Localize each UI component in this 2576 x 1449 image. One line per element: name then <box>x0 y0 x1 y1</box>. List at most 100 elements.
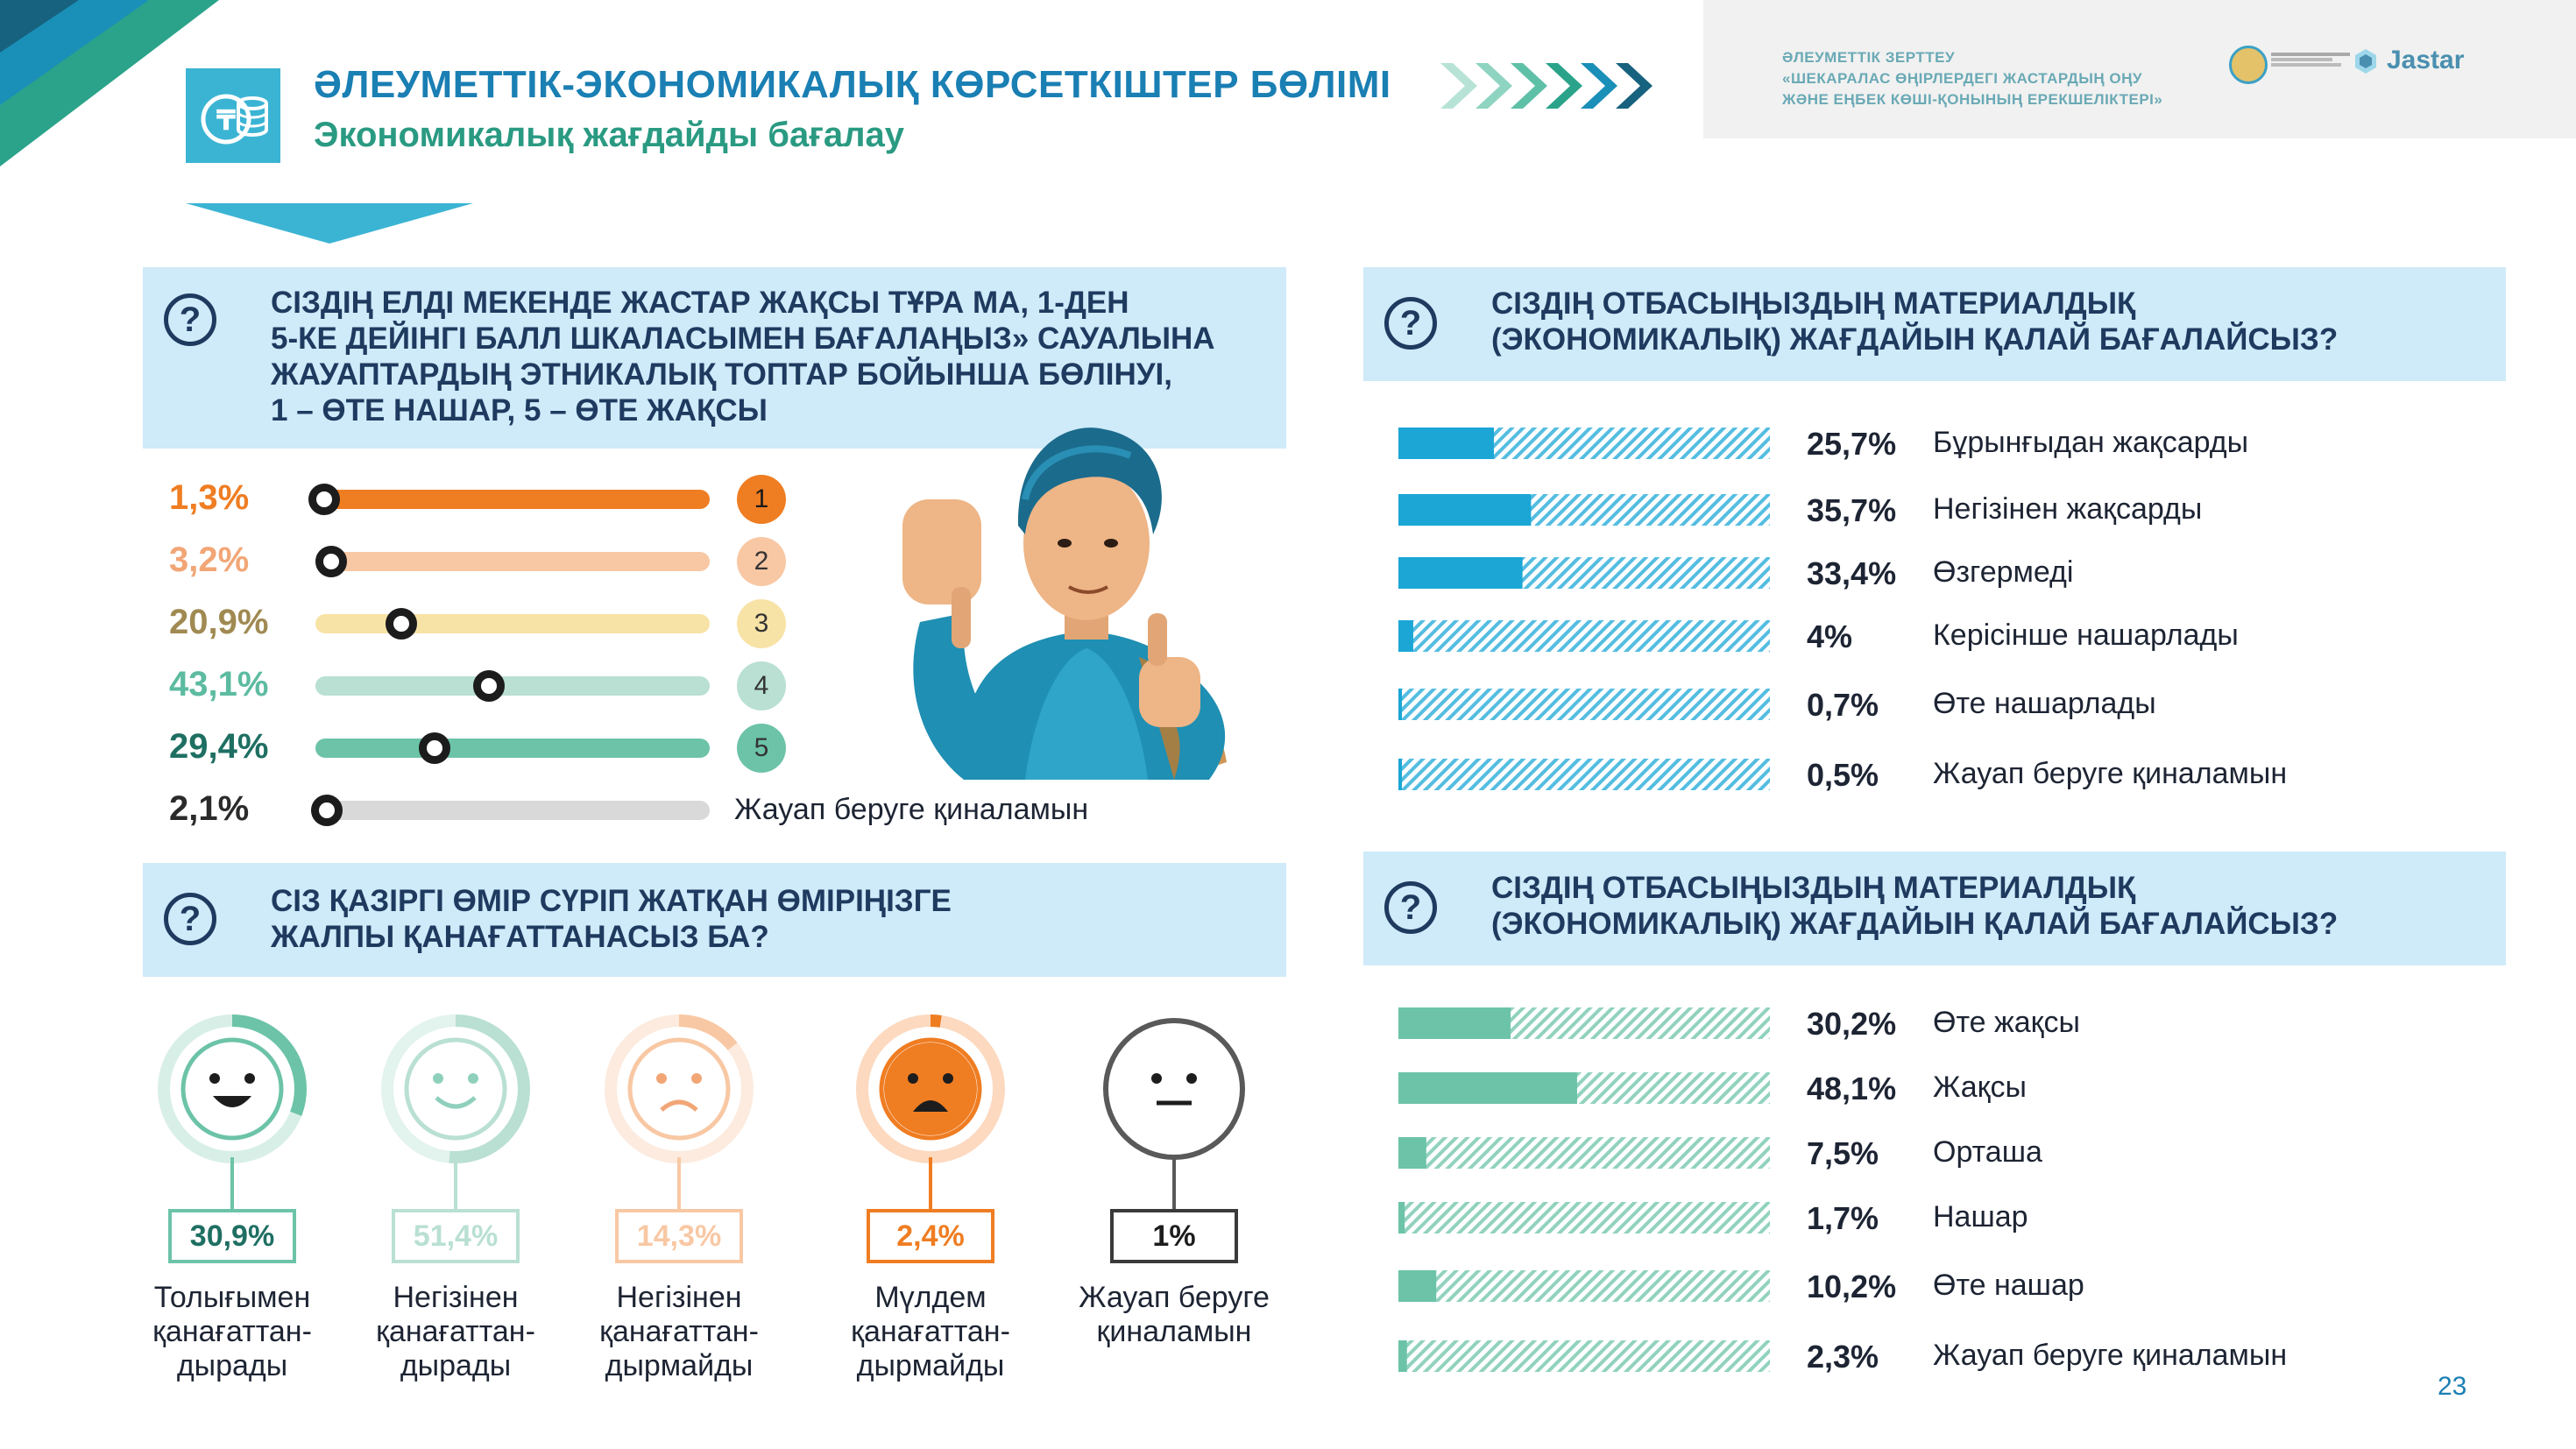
chevrons-decoration <box>1440 63 1652 109</box>
face-eye <box>943 1073 953 1084</box>
slider-knob <box>386 608 418 640</box>
bar-value-label: 0,7% <box>1807 687 1879 723</box>
question-2-line-1: СІЗДІҢ ОТБАСЫҢЫЗДЫҢ МАТЕРИАЛДЫҚ <box>1491 286 2136 321</box>
bar-value-label: 0,5% <box>1807 757 1879 793</box>
face-eye <box>433 1073 443 1084</box>
study-title-line-2: ЖӘНЕ ЕҢБЕК КӨШІ-ҚОНЫНЫҢ ЕРЕКШЕЛІКТЕРІ» <box>1782 91 2163 108</box>
bar-category-label: Орташа <box>1933 1135 2042 1169</box>
mood-face-neutral <box>1103 1018 1245 1160</box>
mood-face-very-sad <box>856 1014 1005 1163</box>
slider-category-label: Жауап беруге қиналамын <box>734 793 1089 826</box>
face-eye <box>1186 1073 1197 1084</box>
question-4-title: СІЗДІҢ ОТБАСЫҢЫЗДЫҢ МАТЕРИАЛДЫҚ (ЭКОНОМИ… <box>1491 870 2338 942</box>
bar-hatch <box>1398 620 1770 652</box>
bar-category-label: Негізінен жақсарды <box>1933 492 2203 526</box>
face-outline <box>627 1037 731 1141</box>
bar-track <box>1398 1340 1770 1372</box>
bar-value-label: 2,3% <box>1807 1339 1879 1375</box>
face-mouth <box>660 1099 698 1112</box>
value-box: 1% <box>1110 1209 1238 1263</box>
connector-line <box>1172 1157 1176 1210</box>
mood-face-happy <box>381 1014 530 1163</box>
bar-value-label: 30,2% <box>1807 1006 1897 1042</box>
bar-category-label: Жақсы <box>1933 1071 2027 1104</box>
face-category-label: Мүлдем қанағаттан-дырмайды <box>851 1281 1010 1382</box>
face-category-label: Негізінен қанағаттан-дырады <box>376 1281 535 1382</box>
question-icon: ? <box>164 293 216 346</box>
bar-value-label: 4% <box>1807 618 1853 654</box>
face-outline <box>1103 1018 1245 1160</box>
face-outline <box>879 1037 982 1141</box>
question-icon: ? <box>164 893 216 945</box>
bar-hatch <box>1398 759 1770 790</box>
question-1-line-3: ЖАУАПТАРДЫҢ ЭТНИКАЛЫҚ ТОПТАР БОЙЫНША БӨЛ… <box>271 357 1172 392</box>
rating-number-circle: 4 <box>737 661 786 710</box>
corner-decoration <box>0 0 219 166</box>
bar <box>1398 1007 1511 1039</box>
question-icon: ? <box>1384 881 1437 934</box>
bar-hatch <box>1398 1137 1770 1169</box>
face-category-label: Толығымен қанағаттан-дырады <box>152 1281 312 1382</box>
bar-track <box>1398 1072 1770 1104</box>
question-3-line-2: ЖАЛПЫ ҚАНАҒАТТАНАСЫЗ БА? <box>271 920 769 954</box>
slider-knob <box>419 732 451 764</box>
bar <box>1398 620 1413 652</box>
bar <box>1398 689 1402 720</box>
slider-track <box>315 490 710 509</box>
emblem-icon <box>2229 46 2268 84</box>
question-3-title: СІЗ ҚАЗІРГІ ӨМІР СҮРІП ЖАТҚАН ӨМІРІҢІЗГЕ… <box>271 883 952 955</box>
question-panel-3: ? СІЗ ҚАЗІРГІ ӨМІР СҮРІП ЖАТҚАН ӨМІРІҢІЗ… <box>143 863 1286 977</box>
bar-value-label: 25,7% <box>1807 426 1897 462</box>
bar-category-label: Керісінше нашарлады <box>1933 618 2239 652</box>
slider-track <box>315 676 710 696</box>
ministry-logo <box>2271 51 2367 68</box>
face-eye <box>691 1073 702 1084</box>
face-fill <box>884 1043 977 1135</box>
bar-hatch <box>1398 428 1770 459</box>
rating-number-circle: 5 <box>737 724 786 773</box>
bar-value-label: 7,5% <box>1807 1135 1879 1171</box>
slider-track <box>315 739 710 758</box>
bar-track <box>1398 689 1770 720</box>
slider-track <box>315 552 710 571</box>
question-4-line-1: СІЗДІҢ ОТБАСЫҢЫЗДЫҢ МАТЕРИАЛДЫҚ <box>1491 871 2136 905</box>
face-eye <box>656 1073 667 1084</box>
gauge-arc <box>856 1014 1005 1163</box>
bar <box>1398 1340 1407 1372</box>
bar <box>1398 1072 1577 1104</box>
question-2-title: СІЗДІҢ ОТБАСЫҢЫЗДЫҢ МАТЕРИАЛДЫҚ (ЭКОНОМИ… <box>1491 286 2338 357</box>
face-eye <box>1151 1073 1162 1084</box>
face-outline <box>180 1037 284 1141</box>
gauge-arc <box>158 1014 307 1163</box>
face-eye <box>908 1073 918 1084</box>
bar-category-label: Өзгермеді <box>1933 555 2074 589</box>
bar-hatch <box>1398 1072 1770 1104</box>
question-panel-4: ? СІЗДІҢ ОТБАСЫҢЫЗДЫҢ МАТЕРИАЛДЫҚ (ЭКОНО… <box>1363 852 2506 965</box>
gauge-arc <box>605 1014 754 1163</box>
bar-track <box>1398 494 1770 526</box>
bar-track <box>1398 1137 1770 1169</box>
face-mouth <box>913 1100 948 1112</box>
bar <box>1398 759 1402 790</box>
bar <box>1398 1137 1426 1169</box>
bar-track <box>1398 759 1770 790</box>
bar-hatch <box>1398 1270 1770 1302</box>
question-1-title: СІЗДІҢ ЕЛДІ МЕКЕНДЕ ЖАСТАР ЖАҚСЫ ТҰРА МА… <box>271 285 1215 428</box>
bar-category-label: Нашар <box>1933 1200 2028 1233</box>
triangle-decoration <box>186 203 473 244</box>
face-eye <box>468 1073 478 1084</box>
connector-line <box>929 1157 932 1210</box>
bar-value-label: 48,1% <box>1807 1071 1897 1106</box>
bar <box>1398 428 1494 459</box>
slider-knob <box>308 484 340 515</box>
study-title-line-1: «ШЕКАРАЛАС ӨҢІРЛЕРДЕГІ ЖАСТАРДЫҢ ОҢУ <box>1782 70 2142 87</box>
question-1-line-4: 1 – ӨТЕ НАШАР, 5 – ӨТЕ ЖАҚСЫ <box>271 393 768 428</box>
bar-hatch <box>1398 1202 1770 1233</box>
face-category-label: Жауап беруге қиналамын <box>1079 1281 1270 1348</box>
bar-track <box>1398 1270 1770 1302</box>
bar <box>1398 1270 1437 1302</box>
bar-track <box>1398 1007 1770 1039</box>
page-title: ӘЛЕУМЕТТІК-ЭКОНОМИКАЛЫҚ КӨРСЕТКІШТЕР БӨЛ… <box>314 63 1391 106</box>
svg-text:₸: ₸ <box>216 103 236 137</box>
bar-category-label: Өте жақсы <box>1933 1006 2080 1039</box>
